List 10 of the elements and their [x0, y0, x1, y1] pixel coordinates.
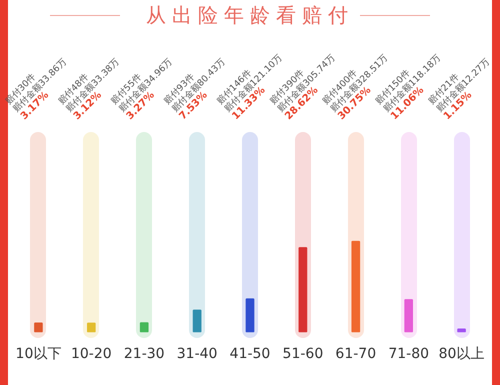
x-tick-label: 61-70: [335, 346, 376, 362]
x-tick-label: 41-50: [230, 346, 270, 362]
x-tick-label: 51-60: [282, 346, 324, 362]
x-tick-label: 10以下: [16, 346, 62, 362]
x-tick-label: 31-40: [176, 346, 218, 362]
x-tick-label: 10-20: [70, 346, 112, 362]
x-tick-label: 21-30: [124, 346, 165, 362]
x-tick-label: 80以上: [438, 346, 484, 362]
x-tick-label: 71-80: [388, 346, 430, 362]
chart-title: 从出险年龄看赔付: [145, 2, 355, 29]
